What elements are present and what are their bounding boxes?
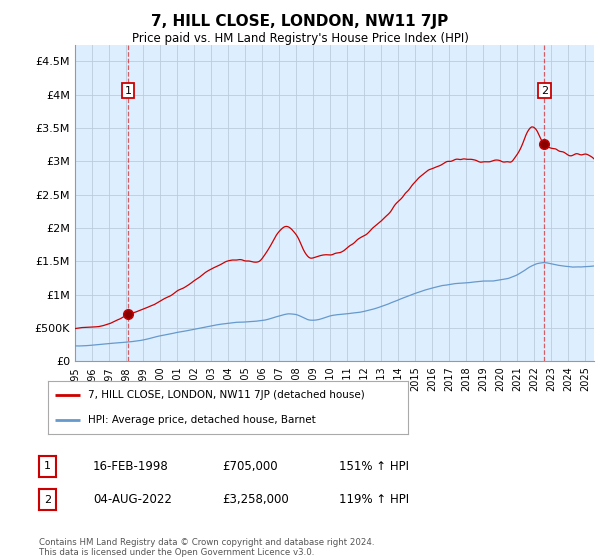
Text: Price paid vs. HM Land Registry's House Price Index (HPI): Price paid vs. HM Land Registry's House … [131, 32, 469, 45]
Text: 7, HILL CLOSE, LONDON, NW11 7JP (detached house): 7, HILL CLOSE, LONDON, NW11 7JP (detache… [88, 390, 364, 400]
Text: 04-AUG-2022: 04-AUG-2022 [93, 493, 172, 506]
Text: Contains HM Land Registry data © Crown copyright and database right 2024.
This d: Contains HM Land Registry data © Crown c… [39, 538, 374, 557]
Text: 2: 2 [541, 86, 548, 96]
Text: 1: 1 [125, 86, 131, 96]
Text: £3,258,000: £3,258,000 [222, 493, 289, 506]
Text: 16-FEB-1998: 16-FEB-1998 [93, 460, 169, 473]
Text: £705,000: £705,000 [222, 460, 278, 473]
Text: 119% ↑ HPI: 119% ↑ HPI [339, 493, 409, 506]
Text: 2: 2 [44, 494, 51, 505]
Text: 151% ↑ HPI: 151% ↑ HPI [339, 460, 409, 473]
Text: HPI: Average price, detached house, Barnet: HPI: Average price, detached house, Barn… [88, 414, 316, 424]
Text: 7, HILL CLOSE, LONDON, NW11 7JP: 7, HILL CLOSE, LONDON, NW11 7JP [151, 14, 449, 29]
Text: 1: 1 [44, 461, 51, 472]
